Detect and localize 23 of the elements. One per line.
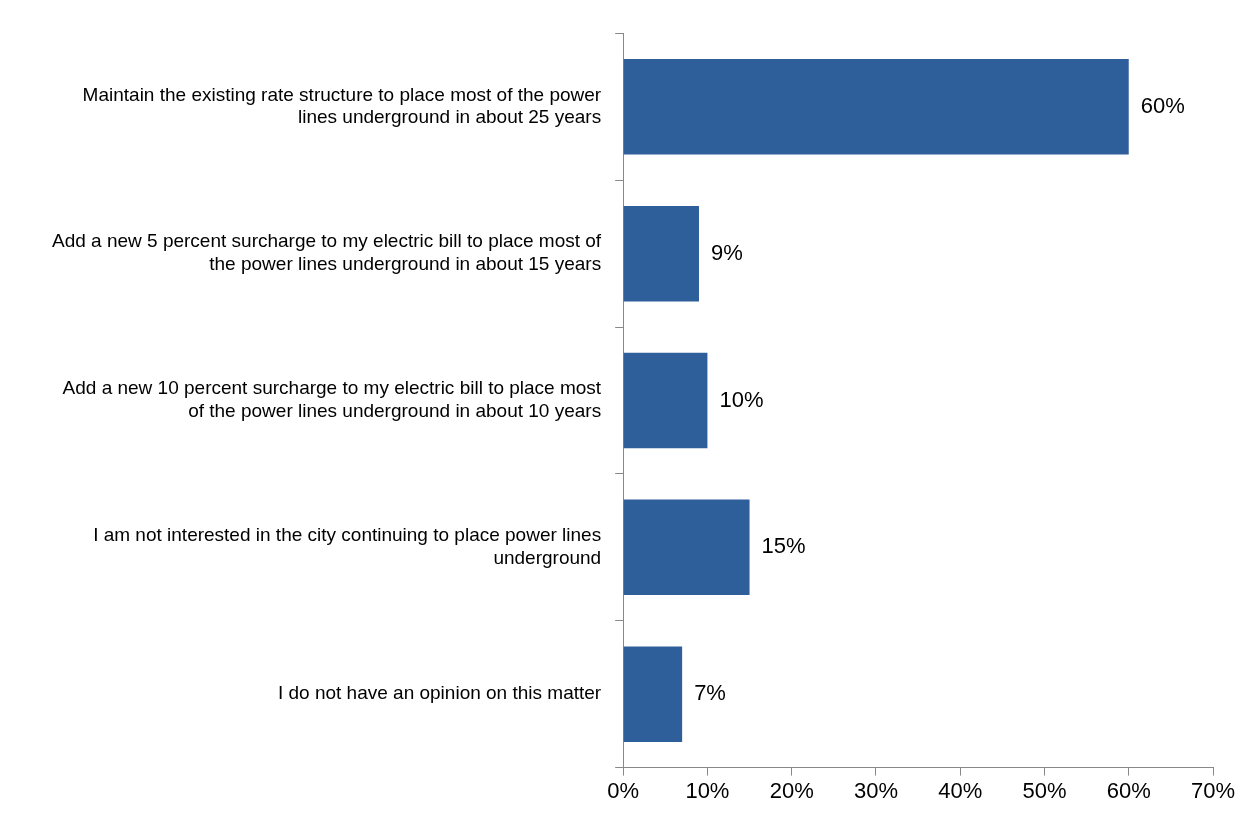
y-tick-label: Add a new 5 percent surcharge to my electric bill to place most of the power lines underground in about 15 years	[52, 230, 602, 275]
y-tick-label: Maintain the existing rate structure to place most of the power lines underground in about 25 years	[82, 83, 602, 128]
x-tick-label: 30%	[853, 777, 898, 803]
bar	[623, 499, 750, 596]
x-tick-label: 60%	[1106, 777, 1151, 803]
x-tick-label: 70%	[1190, 777, 1236, 803]
bar	[623, 59, 1129, 155]
bar	[623, 646, 683, 742]
x-tick-label: 50%	[1022, 777, 1067, 803]
bar	[623, 352, 708, 449]
data-label: 9%	[710, 239, 743, 265]
y-tick-label: I am not interested in the city continuing to place power lines underground	[93, 524, 602, 568]
x-tick-label: 10%	[685, 777, 730, 803]
y-tick-label: I do not have an opinion on this matter	[277, 682, 602, 704]
x-tick-label: 0%	[607, 777, 640, 803]
bar	[623, 205, 699, 302]
data-label: 60%	[1140, 92, 1185, 118]
data-label: 15%	[761, 533, 806, 559]
x-tick-label: 40%	[938, 777, 983, 803]
y-tick-label: Add a new 10 percent surcharge to my electric bill to place most of the power lines underground in about 10 years	[62, 377, 602, 422]
x-tick-label: 20%	[769, 777, 814, 803]
data-label: 7%	[694, 680, 726, 706]
data-label: 10%	[719, 386, 764, 412]
